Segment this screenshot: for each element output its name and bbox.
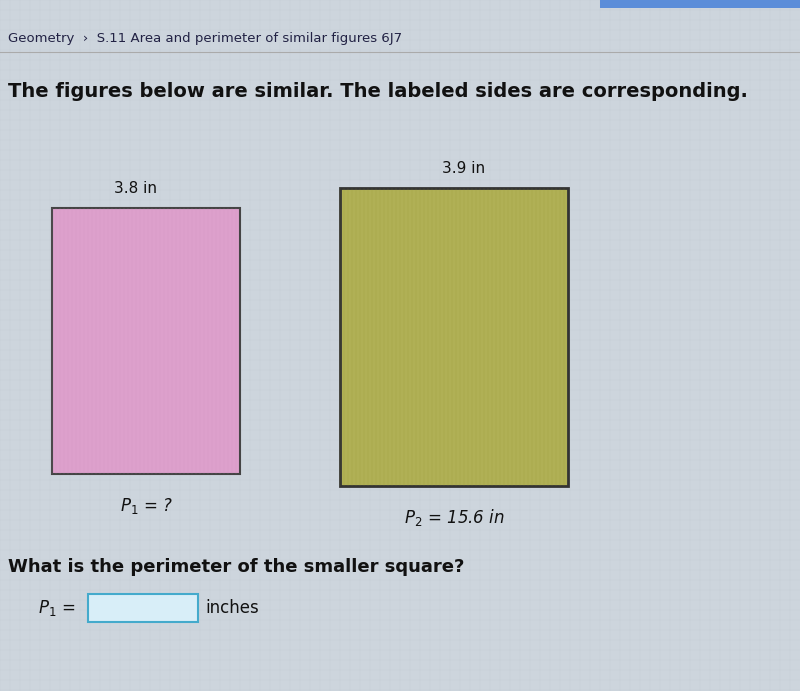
Text: What is the perimeter of the smaller square?: What is the perimeter of the smaller squ… xyxy=(8,558,464,576)
Text: 3.8 in: 3.8 in xyxy=(114,181,158,196)
Text: inches: inches xyxy=(205,599,258,617)
Bar xyxy=(600,0,800,8)
Text: The figures below are similar. The labeled sides are corresponding.: The figures below are similar. The label… xyxy=(8,82,748,101)
Text: Geometry  ›  S.11 Area and perimeter of similar figures 6J7: Geometry › S.11 Area and perimeter of si… xyxy=(8,32,402,44)
Text: $P_1$ = ?: $P_1$ = ? xyxy=(119,496,173,516)
Bar xyxy=(52,208,240,474)
Bar xyxy=(88,594,198,622)
Text: 3.9 in: 3.9 in xyxy=(442,161,486,176)
Text: $P_1$ =: $P_1$ = xyxy=(38,598,75,618)
Text: $P_2$ = 15.6 in: $P_2$ = 15.6 in xyxy=(404,507,504,529)
Bar xyxy=(340,188,568,486)
